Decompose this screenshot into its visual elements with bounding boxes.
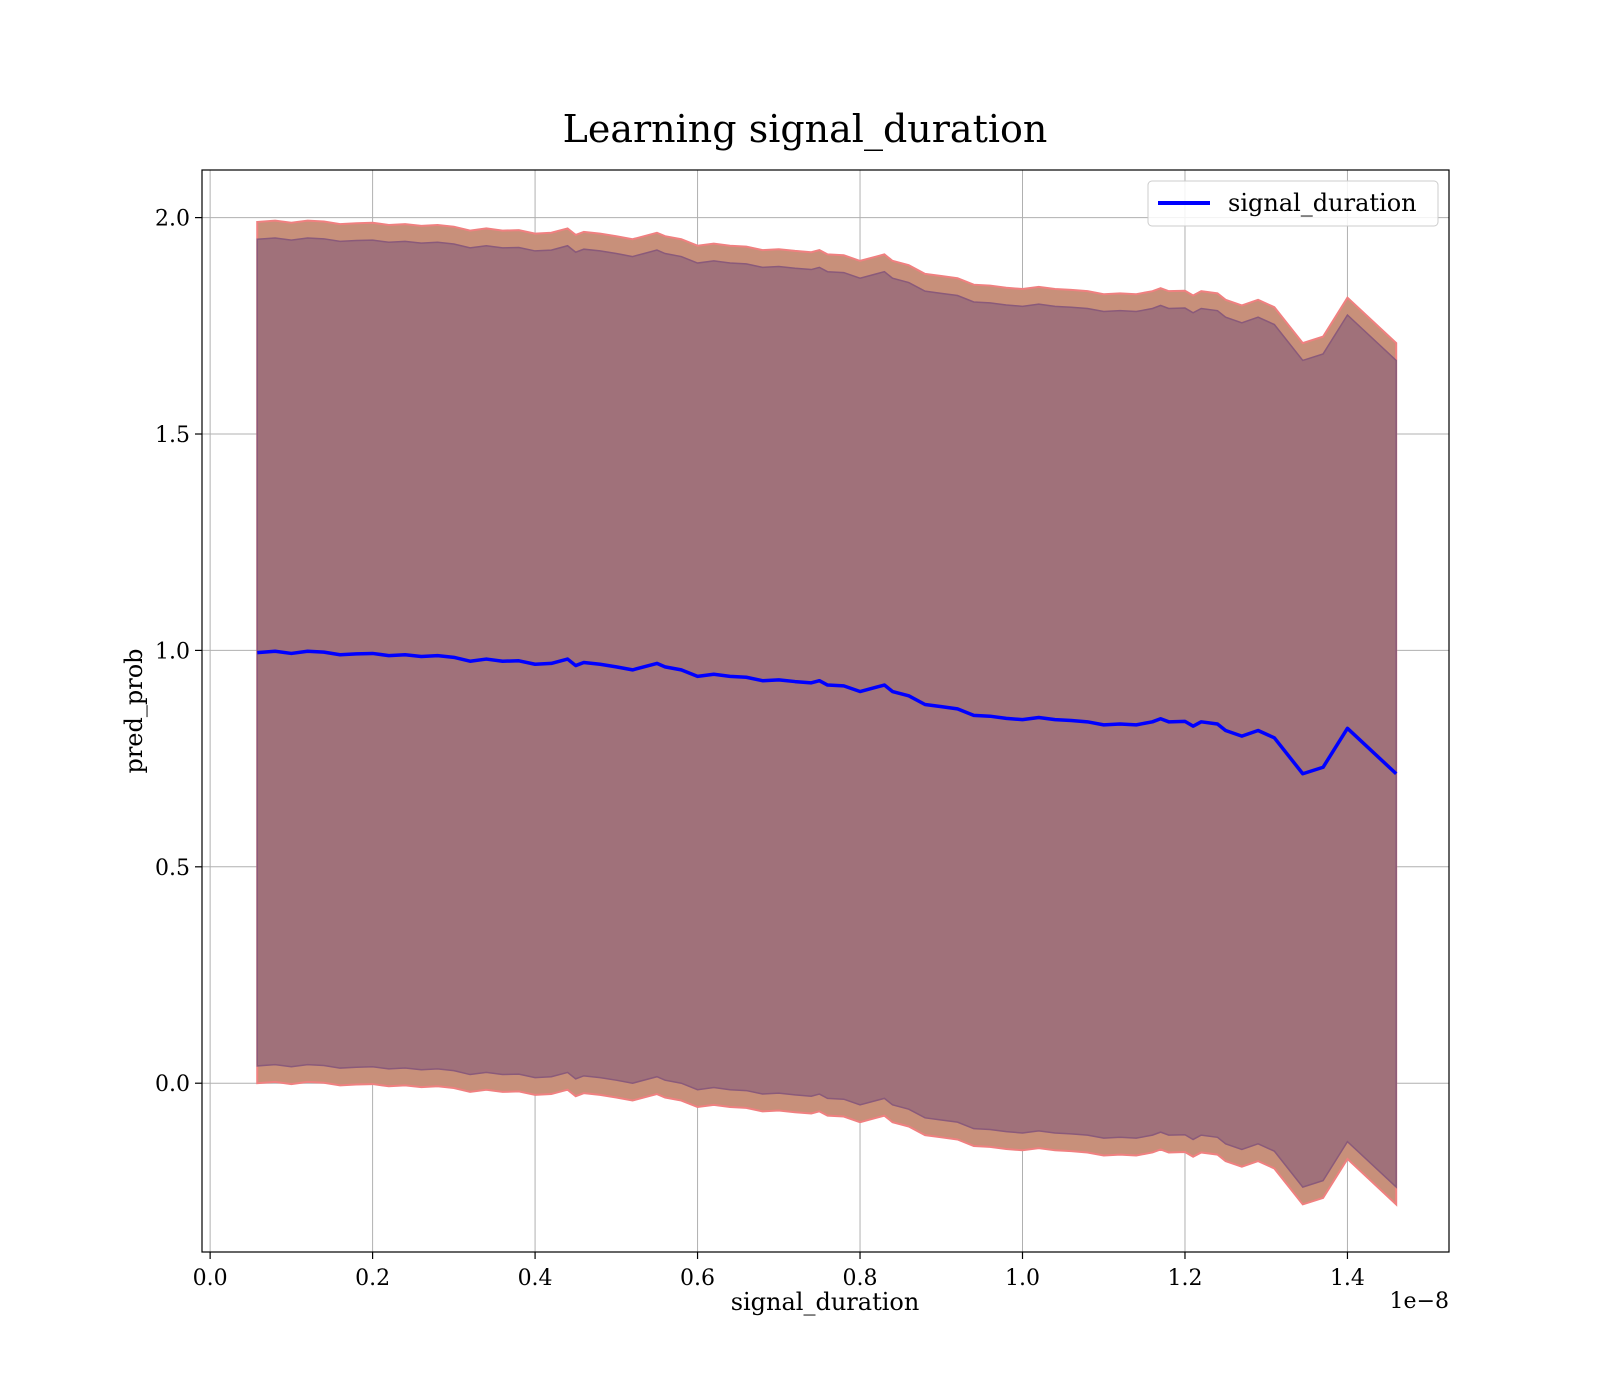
- y-axis-label: pred_prob: [120, 648, 148, 773]
- plot-area-frame: [201, 169, 1450, 1253]
- series-line-signal-duration: [257, 649, 1398, 776]
- x-tick-label: 0.0: [193, 1266, 228, 1291]
- inner-uncertainty-band: [256, 237, 1397, 1189]
- x-tick-label: 1.0: [1005, 1266, 1040, 1291]
- y-tick-label: 0.0: [155, 1072, 190, 1097]
- x-tick-label: 0.2: [355, 1266, 390, 1291]
- y-tick-label: 2.0: [155, 207, 190, 232]
- y-tick-label: 0.5: [155, 856, 190, 881]
- uncertainty-bands: [256, 219, 1398, 1207]
- x-axis-offset-label: 1e−8: [1390, 1289, 1449, 1314]
- x-tick-label: 0.8: [843, 1266, 878, 1291]
- y-axis-ticks: 0.0 0.5 1.0 1.5 2.0: [155, 207, 202, 1097]
- series-lines: [257, 649, 1398, 776]
- chart-title: Learning signal_duration: [563, 107, 1048, 152]
- x-axis-ticks: 0.0 0.2 0.4 0.6 0.8 1.0 1.2 1.4: [193, 1252, 1365, 1291]
- legend-label-signal-duration: signal_duration: [1228, 189, 1417, 217]
- legend: signal_duration: [1147, 180, 1439, 227]
- x-tick-label: 0.4: [518, 1266, 553, 1291]
- y-tick-label: 1.0: [155, 639, 190, 664]
- x-tick-label: 1.2: [1167, 1266, 1202, 1291]
- legend-box: [1147, 180, 1439, 227]
- x-tick-label: 1.4: [1330, 1266, 1365, 1291]
- x-axis-label: signal_duration: [731, 1288, 920, 1316]
- x-tick-label: 0.6: [680, 1266, 715, 1291]
- y-tick-label: 1.5: [155, 423, 190, 448]
